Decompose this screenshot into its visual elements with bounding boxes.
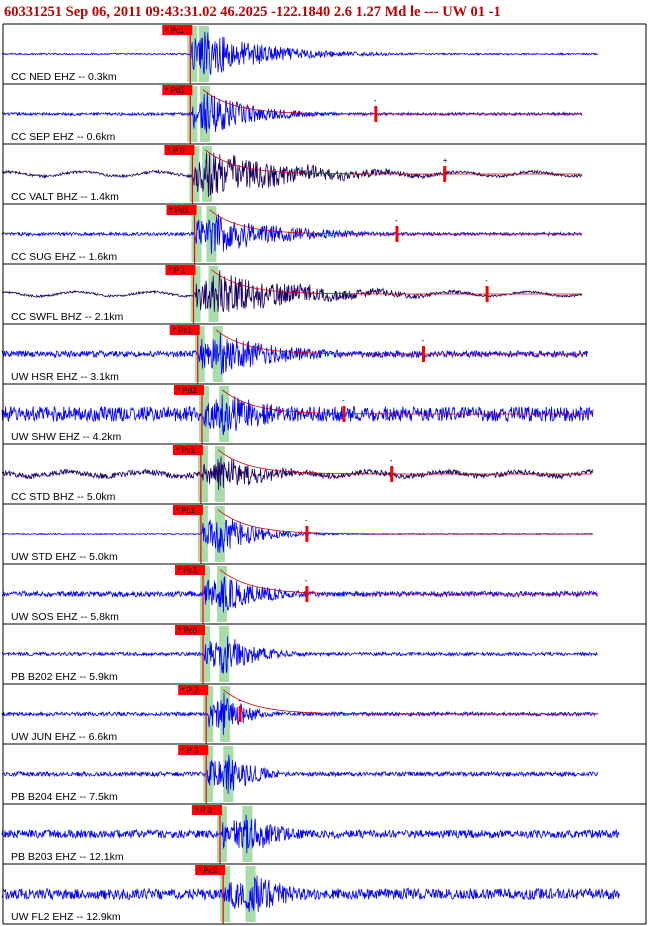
coda-marker	[238, 706, 242, 722]
coda-curve	[211, 269, 582, 295]
pick-label[interactable]: * P 1	[168, 266, 186, 275]
coda-marker-sign: -	[422, 336, 425, 345]
p-window	[197, 506, 208, 562]
p-window	[203, 686, 214, 742]
seismic-trace	[1, 814, 620, 854]
pick-label[interactable]: * Pc1	[178, 566, 198, 575]
seismic-trace	[1, 875, 620, 913]
coda-marker	[390, 466, 394, 482]
coda-marker-sign: -	[395, 216, 398, 225]
coda-marker-sign: -	[238, 696, 241, 705]
p-window	[198, 386, 209, 442]
pick-label[interactable]: * Pc1	[165, 26, 185, 35]
pick-label-box[interactable]	[195, 865, 226, 875]
seismic-trace	[1, 636, 598, 674]
pick-label-box[interactable]	[178, 745, 209, 755]
seismic-trace	[1, 152, 583, 198]
pick-label-box[interactable]	[169, 325, 200, 335]
pick-label-box[interactable]	[162, 25, 193, 35]
station-label: CC SUG EHZ -- 1.6km	[11, 251, 117, 263]
seismic-trace	[1, 91, 583, 134]
coda-marker	[374, 106, 378, 122]
pick-label-box[interactable]	[165, 265, 196, 275]
seismic-trace	[1, 31, 598, 75]
pick-label-box[interactable]	[173, 385, 204, 395]
coda-curve	[202, 89, 581, 115]
coda-marker	[342, 406, 346, 422]
p-window	[203, 746, 214, 802]
pick-label-box[interactable]	[172, 445, 203, 455]
seismic-trace	[1, 576, 599, 613]
pick-label[interactable]: * Pd2	[177, 386, 197, 395]
station-label: UW FL2 EHZ -- 12.9km	[11, 911, 121, 923]
coda-curve	[222, 689, 598, 715]
pick-label-box[interactable]	[162, 85, 193, 95]
station-label: UW JUN EHZ -- 6.6km	[11, 731, 117, 743]
station-label: CC SEP EHZ -- 0.6km	[11, 131, 115, 143]
pick-label[interactable]: * Pc1	[176, 506, 196, 515]
station-label: CC SWFL BHZ -- 2.1km	[11, 311, 123, 323]
seismic-trace	[1, 332, 588, 375]
pick-label-box[interactable]	[164, 145, 195, 155]
coda-marker	[485, 286, 489, 302]
pick-label-box[interactable]	[175, 565, 206, 575]
station-label: CC VALT BHZ -- 1.4km	[11, 191, 119, 203]
pick-label[interactable]: * P 3	[195, 806, 213, 815]
station-label: CC NED EHZ -- 0.3km	[11, 71, 117, 83]
coda-marker-sign: -	[305, 576, 308, 585]
pick-label[interactable]: * Pc1	[173, 326, 193, 335]
pick-label[interactable]: * P 2	[181, 686, 199, 695]
coda-marker	[395, 226, 399, 242]
seismic-trace	[1, 270, 583, 312]
coda-curve	[217, 509, 592, 535]
coda-marker-sign: -	[305, 516, 308, 525]
pick-label-box[interactable]	[178, 685, 209, 695]
coda-marker-sign: +	[443, 156, 448, 165]
coda-marker-sign: -	[485, 276, 488, 285]
pick-label[interactable]: * P 0	[167, 146, 185, 155]
seismic-trace	[1, 518, 594, 553]
coda-marker	[443, 166, 447, 182]
seismic-trace	[1, 394, 594, 436]
pick-label-box[interactable]	[191, 805, 222, 815]
pick-label[interactable]: * P 3	[181, 746, 199, 755]
pick-label-box[interactable]	[175, 625, 206, 635]
coda-marker-sign: -	[390, 456, 393, 465]
seismic-trace	[1, 214, 583, 254]
station-label: UW SOS EHZ -- 5.8km	[11, 611, 119, 623]
seismic-trace	[1, 456, 594, 491]
pick-label[interactable]: * Pc2	[198, 866, 218, 875]
station-label: UW SHW EHZ -- 4.2km	[11, 431, 121, 443]
coda-curve	[215, 329, 588, 355]
s-window	[206, 206, 217, 262]
pick-label[interactable]: * Pc0	[178, 626, 198, 635]
pick-label[interactable]: * Pd1	[165, 86, 185, 95]
event-header: 60331251 Sep 06, 2011 09:43:31.02 46.202…	[4, 4, 501, 20]
coda-curve	[217, 449, 592, 475]
pick-label[interactable]: * Pd1	[170, 206, 190, 215]
s-window	[219, 386, 230, 442]
coda-marker-sign: -	[374, 96, 377, 105]
station-label: UW HSR EHZ -- 3.1km	[11, 371, 119, 383]
s-window	[198, 26, 209, 82]
station-label: PB B203 EHZ -- 12.1km	[11, 851, 124, 863]
coda-curve	[204, 149, 582, 175]
pick-label[interactable]: * Pc1	[176, 446, 196, 455]
pick-label-box[interactable]	[166, 205, 197, 215]
coda-marker	[422, 346, 425, 362]
pick-label-box[interactable]	[172, 505, 203, 515]
station-label: CC STD BHZ -- 5.0km	[11, 491, 116, 503]
station-label: PB B202 EHZ -- 5.9km	[11, 671, 118, 683]
coda-marker	[305, 586, 309, 602]
station-label: UW STD EHZ -- 5.0km	[11, 551, 118, 563]
coda-marker-sign: -	[342, 396, 345, 405]
coda-curve	[221, 389, 593, 415]
coda-curve	[219, 569, 598, 595]
seismic-trace	[1, 754, 599, 794]
coda-curve	[209, 209, 582, 235]
coda-marker	[305, 526, 309, 542]
station-label: PB B204 EHZ -- 7.5km	[11, 791, 118, 803]
